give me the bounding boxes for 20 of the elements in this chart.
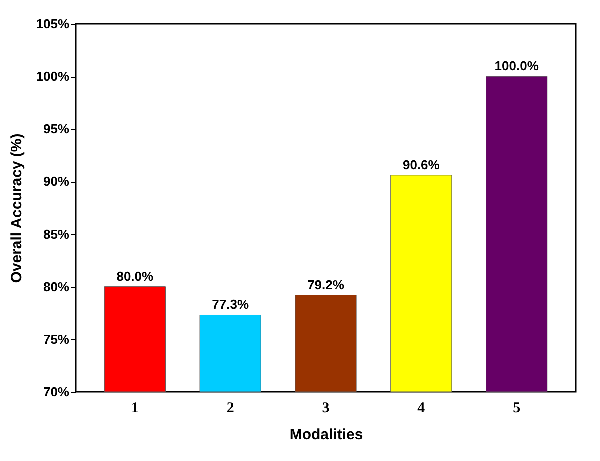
y-axis-title: Overall Accuracy (%) [8, 134, 26, 284]
y-tick-label: 90% [43, 174, 70, 190]
x-tick-label: 5 [513, 400, 521, 416]
y-tick-label: 100% [36, 69, 70, 84]
x-tick-label: 2 [226, 400, 234, 416]
data-label: 100.0% [494, 58, 540, 74]
data-label: 90.6% [402, 157, 440, 172]
y-tick-label: 75% [43, 332, 70, 347]
y-tick-label: 105% [36, 16, 70, 32]
data-label: 79.2% [308, 277, 345, 292]
data-label: 80.0% [116, 268, 154, 284]
y-tick-label: 70% [43, 384, 70, 400]
x-axis-title: Modalities [290, 426, 364, 444]
x-tick-label: 3 [322, 400, 330, 416]
x-tick-label: 4 [418, 400, 426, 416]
y-tick-label: 85% [43, 226, 70, 242]
x-tick-label: 1 [131, 400, 139, 416]
y-tick-label: 80% [43, 279, 70, 294]
data-label: 77.3% [212, 297, 250, 312]
y-tick-label: 95% [43, 122, 70, 137]
